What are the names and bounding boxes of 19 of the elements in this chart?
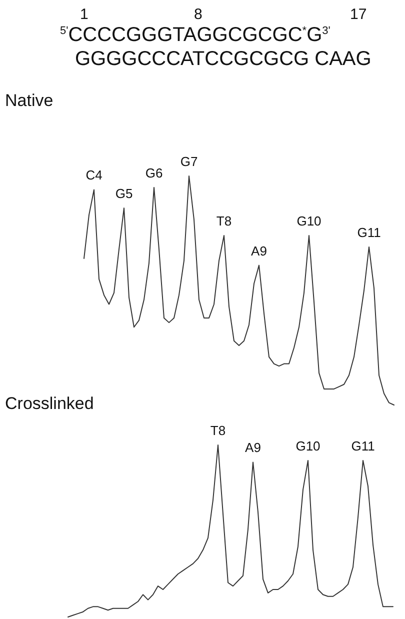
text: 1 <box>80 6 88 23</box>
x-tick-label: G7 <box>180 154 198 169</box>
x-tick-label: A9 <box>245 440 261 456</box>
x-tick-label: G6 <box>145 165 163 180</box>
x-tick-label: G10 <box>296 214 322 229</box>
x-tick-label: T8 <box>210 423 226 438</box>
text: 17 <box>350 6 367 23</box>
x-tick-label: G10 <box>296 438 320 454</box>
x-tick-label: G11 <box>357 224 381 240</box>
text: 8 <box>194 6 202 23</box>
text: $^{5'}$CCCCGGGTAGGCGCGC$^{*}$G$^{3'}$ <box>60 24 330 47</box>
x-tick-label: G5 <box>115 186 133 202</box>
text: GGGGCCCATCCGCGCG CAAG <box>75 48 372 71</box>
chart-title: Native <box>5 91 54 110</box>
chart-title: Crosslinked <box>5 394 94 413</box>
x-tick-label: C4 <box>86 168 102 183</box>
x-tick-label: G11 <box>351 438 375 454</box>
x-tick-label: T8 <box>216 214 232 229</box>
x-tick-label: A9 <box>251 243 267 258</box>
